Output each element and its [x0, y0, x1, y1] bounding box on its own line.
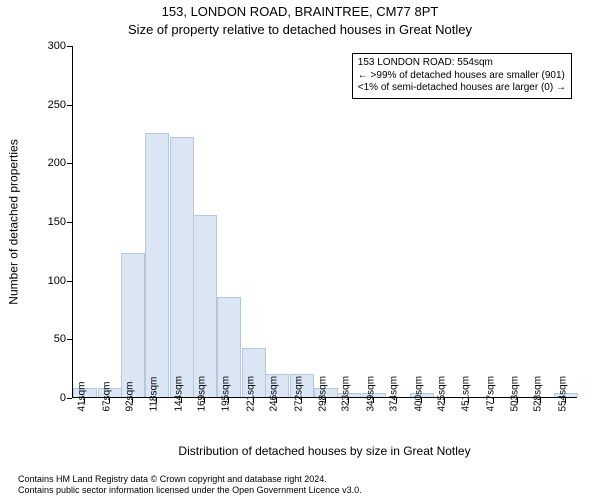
- histogram-bar: [145, 133, 169, 397]
- ytick-mark: [67, 105, 72, 106]
- annotation-line1: 153 LONDON ROAD: 554sqm: [358, 57, 566, 70]
- y-axis-label: Number of detached properties: [4, 46, 24, 398]
- ytick-mark: [67, 281, 72, 282]
- annotation-line2: ← >99% of detached houses are smaller (9…: [358, 70, 566, 83]
- ytick-mark: [67, 163, 72, 164]
- ytick-mark: [67, 46, 72, 47]
- chart-title: Size of property relative to detached ho…: [0, 22, 600, 37]
- annotation-line3: <1% of semi-detached houses are larger (…: [358, 82, 566, 95]
- annotation-box: 153 LONDON ROAD: 554sqm ← >99% of detach…: [352, 53, 572, 99]
- ytick-mark: [67, 339, 72, 340]
- ytick-label: 50: [30, 333, 66, 345]
- ytick-label: 250: [30, 99, 66, 111]
- chart-page: 153, LONDON ROAD, BRAINTREE, CM77 8PT Si…: [0, 0, 600, 500]
- footer-attribution: Contains HM Land Registry data © Crown c…: [18, 474, 362, 497]
- histogram-bar: [121, 253, 145, 397]
- x-axis-label: Distribution of detached houses by size …: [72, 444, 577, 458]
- ytick-mark: [67, 398, 72, 399]
- ytick-label: 200: [30, 157, 66, 169]
- footer-line1: Contains HM Land Registry data © Crown c…: [18, 474, 362, 485]
- plot-area: 153 LONDON ROAD: 554sqm ← >99% of detach…: [72, 46, 577, 398]
- histogram-bar: [170, 137, 194, 397]
- chart-supertitle: 153, LONDON ROAD, BRAINTREE, CM77 8PT: [0, 4, 600, 19]
- ytick-label: 300: [30, 40, 66, 52]
- histogram-bar: [193, 215, 217, 397]
- footer-line2: Contains public sector information licen…: [18, 485, 362, 496]
- ytick-label: 150: [30, 216, 66, 228]
- ytick-label: 0: [30, 392, 66, 404]
- ytick-mark: [67, 222, 72, 223]
- ytick-label: 100: [30, 275, 66, 287]
